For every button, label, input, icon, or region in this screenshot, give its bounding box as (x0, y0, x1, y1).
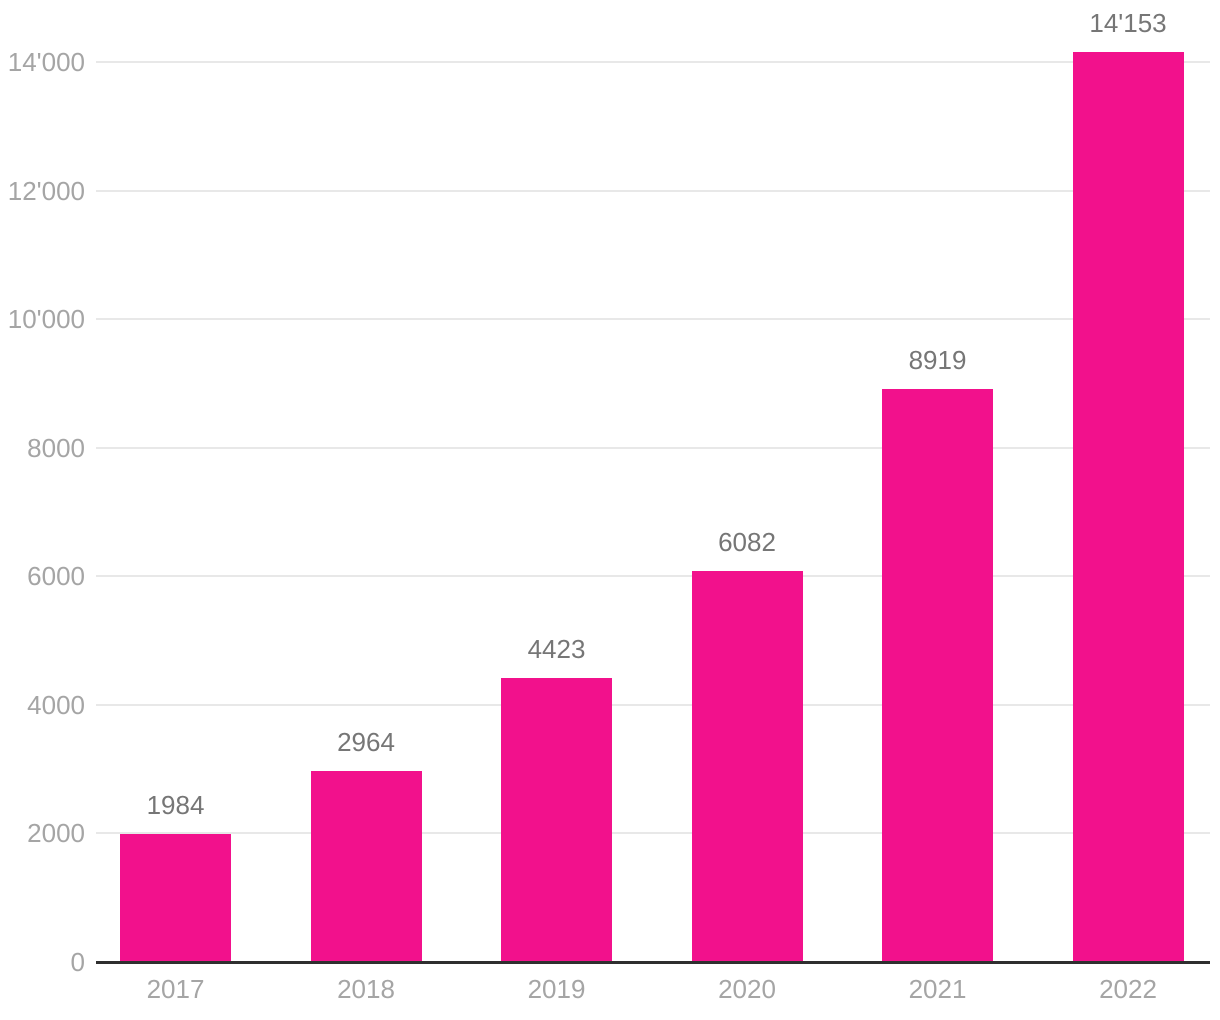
bar-2022 (1072, 52, 1184, 962)
y-tick-label-10000: 10'000 (7, 304, 85, 335)
value-label-2019: 4423 (527, 633, 586, 664)
value-label-2017: 1984 (146, 790, 205, 821)
bar-2020 (691, 571, 803, 962)
gridline-6000 (96, 575, 1210, 578)
bar-2019 (501, 677, 612, 962)
value-label-2018: 2964 (337, 727, 395, 758)
y-tick-label-8000: 8000 (27, 432, 85, 463)
y-tick-label-14000: 14'000 (7, 47, 85, 77)
y-tick-label-0: 0 (70, 947, 85, 977)
x-tick-label-2017: 2017 (146, 974, 205, 1004)
gridline-12000 (96, 189, 1210, 192)
bar-2017 (120, 834, 231, 962)
gridline-14000 (96, 61, 1210, 63)
gridline-4000 (96, 703, 1210, 706)
x-tick-label-2018: 2018 (337, 974, 395, 1004)
x-axis-line (96, 961, 1210, 964)
x-tick-label-2021: 2021 (908, 974, 967, 1004)
x-tick-label-2019: 2019 (527, 974, 586, 1004)
gridline-2000 (96, 832, 1210, 835)
value-label-2021: 8919 (908, 344, 967, 375)
bar-2018 (310, 771, 422, 962)
x-tick-label-2020: 2020 (718, 974, 776, 1004)
gridline-10000 (96, 318, 1210, 321)
gridline-8000 (96, 446, 1210, 449)
x-tick-label-2022: 2022 (1099, 974, 1157, 1004)
y-tick-label-4000: 4000 (27, 689, 85, 720)
y-tick-label-2000: 2000 (27, 818, 85, 849)
bar-2021 (882, 388, 993, 962)
y-tick-label-12000: 12'000 (7, 175, 85, 206)
y-tick-label-6000: 6000 (27, 561, 85, 592)
value-label-2020: 6082 (718, 527, 776, 557)
value-label-2022: 14'153 (1089, 8, 1167, 39)
